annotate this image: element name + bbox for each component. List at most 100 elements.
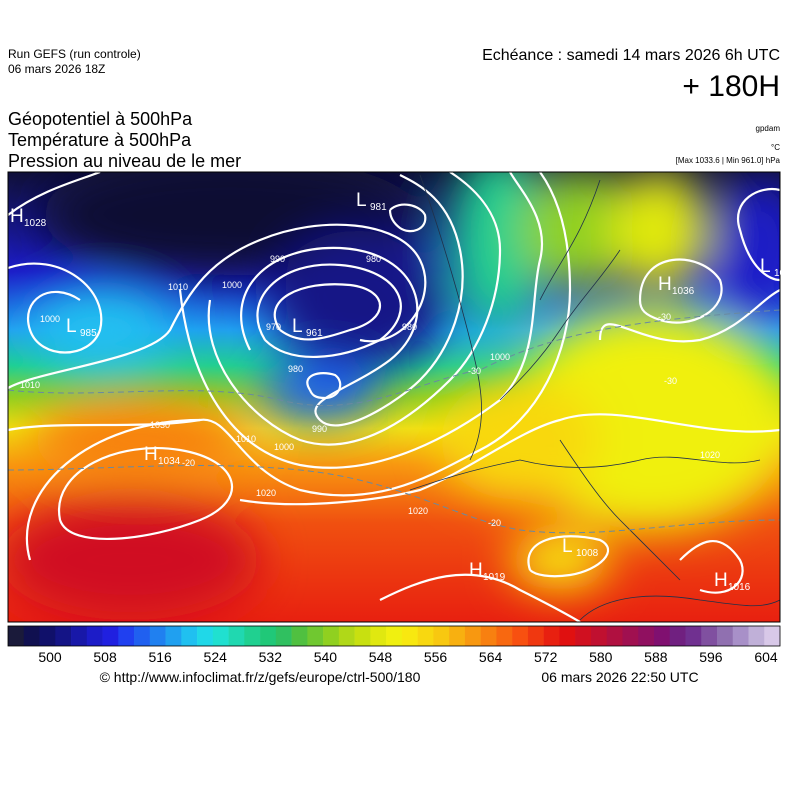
pressure-center-letter: L (760, 256, 771, 277)
colorbar-cell (8, 626, 25, 646)
colorbar-tick-label: 596 (699, 649, 723, 665)
colorbar-cell (275, 626, 292, 646)
colorbar-cell (165, 626, 182, 646)
map (8, 172, 780, 622)
pressure-center-value: 981 (370, 202, 387, 213)
colorbar-cell (638, 626, 655, 646)
pressure-center-letter: L (292, 316, 303, 337)
colorbar-tick-label: 516 (148, 649, 172, 665)
colorbar-cell (102, 626, 119, 646)
colorbar-cell (716, 626, 734, 646)
contour-label: 1030 (150, 420, 170, 430)
colorbar-tick-label: 500 (38, 649, 62, 665)
colorbar-cell (701, 626, 718, 646)
colorbar-cell (197, 626, 214, 646)
colorbar-tick-label: 548 (369, 649, 393, 665)
colorbar-tick-label: 556 (424, 649, 448, 665)
contour-label: -30 (658, 312, 671, 322)
colorbar-cell (134, 626, 151, 646)
colorbar-cell (559, 626, 576, 646)
colorbar-cell (575, 626, 592, 646)
colorbar-cell (401, 626, 418, 646)
colorbar-tick-label: 604 (754, 649, 778, 665)
colorbar-cell (732, 626, 749, 646)
colorbar-cell (464, 626, 481, 646)
colorbar-tick-label: 540 (314, 649, 338, 665)
issue-time: 06 mars 2026 22:50 UTC (541, 669, 698, 685)
colorbar-cell (338, 626, 355, 646)
contour-label: 1010 (168, 282, 188, 292)
pressure-center-letter: L (356, 190, 367, 211)
colorbar-cell (39, 626, 56, 646)
colorbar-cell (260, 626, 277, 646)
pressure-center-value: 1036 (672, 286, 695, 297)
contour-label: 1020 (256, 488, 276, 498)
colorbar-cell (449, 626, 466, 646)
colorbar-tick-label: 580 (589, 649, 613, 665)
pressure-center-value: 1034 (158, 456, 181, 467)
contour-label: -30 (468, 366, 481, 376)
colorbar-cell (23, 626, 40, 646)
pressure-center-letter: H (469, 560, 483, 581)
contour-label: 1000 (490, 352, 510, 362)
contour-label: 970 (266, 322, 281, 332)
colorbar-cell (527, 626, 544, 646)
unit-label: [Max 1033.6 | Min 961.0] hPa (676, 156, 781, 165)
unit-label: gpdam (756, 124, 781, 133)
colorbar-cell (653, 626, 671, 646)
contour-label: 1020 (408, 506, 428, 516)
contour-label: 980 (288, 364, 303, 374)
unit-label: °C (771, 143, 780, 152)
colorbar-cell (748, 626, 765, 646)
colorbar-cell (118, 626, 135, 646)
colorbar-cell (181, 626, 198, 646)
colorbar-cell (386, 626, 403, 646)
colorbar-cell (149, 626, 166, 646)
contour-label: 990 (270, 254, 285, 264)
pressure-center-value: 1016 (728, 582, 751, 593)
colorbar-tick-label: 508 (93, 649, 117, 665)
colorbar-cell (480, 626, 497, 646)
colorbar-cell (433, 626, 450, 646)
colorbar-tick-label: 572 (534, 649, 558, 665)
colorbar-tick-label: 532 (259, 649, 283, 665)
pressure-center-value: 1028 (24, 218, 47, 229)
field-title: Température à 500hPa (8, 130, 192, 150)
contour-label: -20 (182, 458, 195, 468)
contour-label: 1020 (700, 450, 720, 460)
colorbar-cell (685, 626, 702, 646)
contour-label: 990 (312, 424, 327, 434)
colorbar-cell (764, 626, 781, 646)
colorbar-cell (512, 626, 529, 646)
contour-label: 1010 (20, 380, 40, 390)
colorbar-cell (370, 626, 387, 646)
contour-label: 980 (402, 322, 417, 332)
pressure-center-value: 1008 (576, 548, 599, 559)
contour-label: -30 (664, 376, 677, 386)
contour-label: 1000 (40, 314, 60, 324)
colorbar-cell (212, 626, 229, 646)
colorbar-cell (543, 626, 560, 646)
contour-label: 980 (366, 254, 381, 264)
pressure-center-letter: H (714, 570, 728, 591)
run-name: Run GEFS (run controle) (8, 47, 141, 61)
contour-label: 1010 (236, 434, 256, 444)
pressure-center-letter: H (10, 206, 24, 227)
colorbar-cell (228, 626, 245, 646)
colorbar-cell (244, 626, 261, 646)
field-title: Géopotentiel à 500hPa (8, 109, 193, 129)
colorbar-tick-label: 564 (479, 649, 503, 665)
contour-label: -20 (488, 518, 501, 528)
contour-label: 1000 (222, 280, 242, 290)
source-url: © http://www.infoclimat.fr/z/gefs/europe… (100, 669, 421, 685)
colorbar-cell (622, 626, 639, 646)
colorbar-frame (7, 625, 781, 647)
colorbar: 500 508 516 524 532 540 548 556 564 572 580 588 596 6… (7, 625, 781, 665)
colorbar-cell (323, 626, 340, 646)
colorbar-cell (71, 626, 88, 646)
pressure-center-value: 985 (80, 328, 97, 339)
pressure-center-letter: L (562, 536, 573, 557)
field-title: Pression au niveau de le mer (8, 151, 241, 171)
colorbar-cell (669, 626, 686, 646)
pressure-center-value: 1019 (483, 572, 506, 583)
